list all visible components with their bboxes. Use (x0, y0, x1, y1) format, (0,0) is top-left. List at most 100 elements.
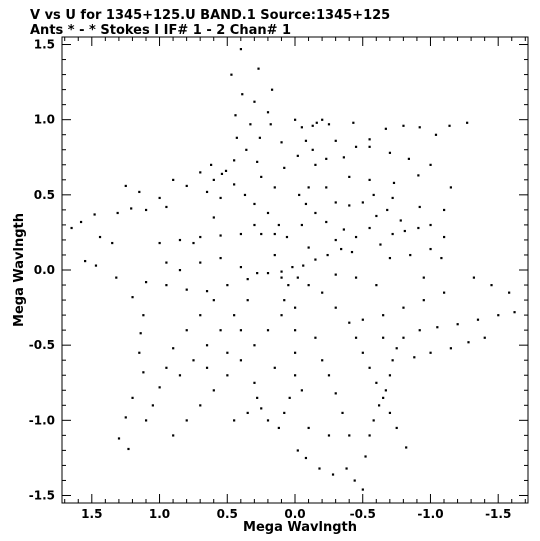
data-point (386, 208, 389, 212)
data-point (294, 306, 297, 309)
data-point (296, 449, 299, 452)
data-point (413, 356, 416, 359)
data-point (372, 419, 375, 422)
y-tick-label: 0.5 (34, 188, 55, 202)
data-point (266, 272, 270, 275)
data-point (178, 238, 182, 242)
data-point (326, 253, 329, 257)
data-point (311, 148, 314, 151)
data-point (273, 186, 276, 189)
data-point (260, 407, 263, 410)
data-point (249, 123, 252, 126)
data-point (429, 223, 432, 227)
data-point (342, 228, 345, 231)
data-point (185, 419, 188, 422)
data-point (321, 291, 324, 294)
data-point (311, 124, 314, 127)
data-point (368, 145, 371, 148)
chart-title-line2: Ants * - * Stokes I IF# 1 - 2 Chan# 1 (30, 23, 291, 38)
y-tick-label: -1.5 (29, 488, 55, 502)
data-point (165, 205, 168, 209)
data-point (219, 196, 222, 200)
data-point (253, 344, 256, 347)
data-point (144, 419, 148, 422)
data-point (226, 284, 229, 287)
data-point (354, 336, 358, 339)
data-point (266, 419, 270, 422)
data-point (219, 234, 222, 237)
data-point (130, 207, 133, 210)
data-point (418, 126, 421, 129)
data-point (239, 329, 243, 332)
data-point (233, 183, 236, 186)
data-point (241, 93, 244, 96)
data-point (391, 232, 394, 236)
data-point (368, 138, 371, 141)
data-point (294, 351, 297, 354)
data-point (205, 366, 209, 369)
data-point (283, 411, 286, 415)
data-point (354, 276, 358, 279)
data-point (354, 145, 358, 148)
data-point (192, 241, 195, 245)
data-point (285, 235, 289, 239)
data-point (331, 473, 335, 476)
x-axis: 1.5 1.0 0.5 0.0 -0.5 -1.0 -1.5 (64, 37, 526, 521)
data-point (226, 351, 229, 354)
data-point (205, 190, 209, 194)
data-point (287, 284, 290, 287)
data-point (212, 299, 215, 302)
data-point (375, 214, 378, 218)
data-point (178, 269, 182, 272)
data-point (325, 157, 328, 160)
x-axis-label: Mega Wavlngth (243, 520, 357, 535)
x-tick-label: 1.5 (81, 507, 102, 521)
data-point (70, 226, 73, 230)
data-point (318, 467, 321, 470)
data-point (345, 467, 348, 470)
data-point (280, 276, 283, 279)
data-point (296, 154, 299, 157)
data-point (165, 366, 168, 369)
y-tick-label: -1.0 (29, 413, 55, 427)
data-point (212, 178, 215, 182)
data-point (361, 488, 364, 491)
data-point (418, 329, 421, 332)
data-point (361, 351, 364, 354)
data-point (116, 211, 119, 215)
data-point (388, 256, 392, 260)
data-point (448, 124, 451, 127)
data-point (199, 314, 202, 317)
data-point (158, 196, 161, 200)
data-point (199, 171, 202, 174)
data-point (239, 48, 243, 51)
data-point (372, 193, 375, 197)
data-point (304, 456, 308, 460)
data-points (70, 48, 516, 491)
data-point (348, 321, 351, 324)
data-point (93, 213, 96, 216)
data-point (256, 272, 259, 275)
data-point (233, 419, 236, 422)
data-point (234, 114, 237, 117)
data-point (436, 326, 439, 329)
data-point (266, 211, 270, 215)
data-point (395, 347, 398, 350)
data-point (375, 284, 378, 287)
data-point (364, 455, 367, 458)
data-point (388, 411, 392, 415)
data-point (456, 323, 459, 326)
data-point (165, 261, 168, 264)
data-point (382, 336, 385, 339)
data-point (334, 306, 337, 309)
data-point (384, 127, 387, 130)
data-point (384, 389, 387, 392)
data-point (422, 299, 425, 302)
data-point (466, 121, 469, 124)
data-point (417, 226, 420, 230)
data-point (302, 264, 305, 267)
data-point (407, 157, 410, 160)
y-axis: 1.5 1.0 0.5 0.0 -0.5 -1.0 -1.5 (29, 38, 528, 502)
data-point (256, 160, 259, 163)
data-point (185, 288, 188, 291)
